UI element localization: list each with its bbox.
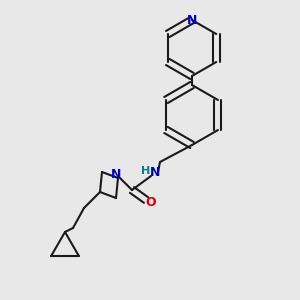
Text: O: O [146,196,156,209]
Text: N: N [187,14,197,26]
Text: N: N [111,167,121,181]
Text: H: H [141,166,151,176]
Text: N: N [150,166,160,178]
